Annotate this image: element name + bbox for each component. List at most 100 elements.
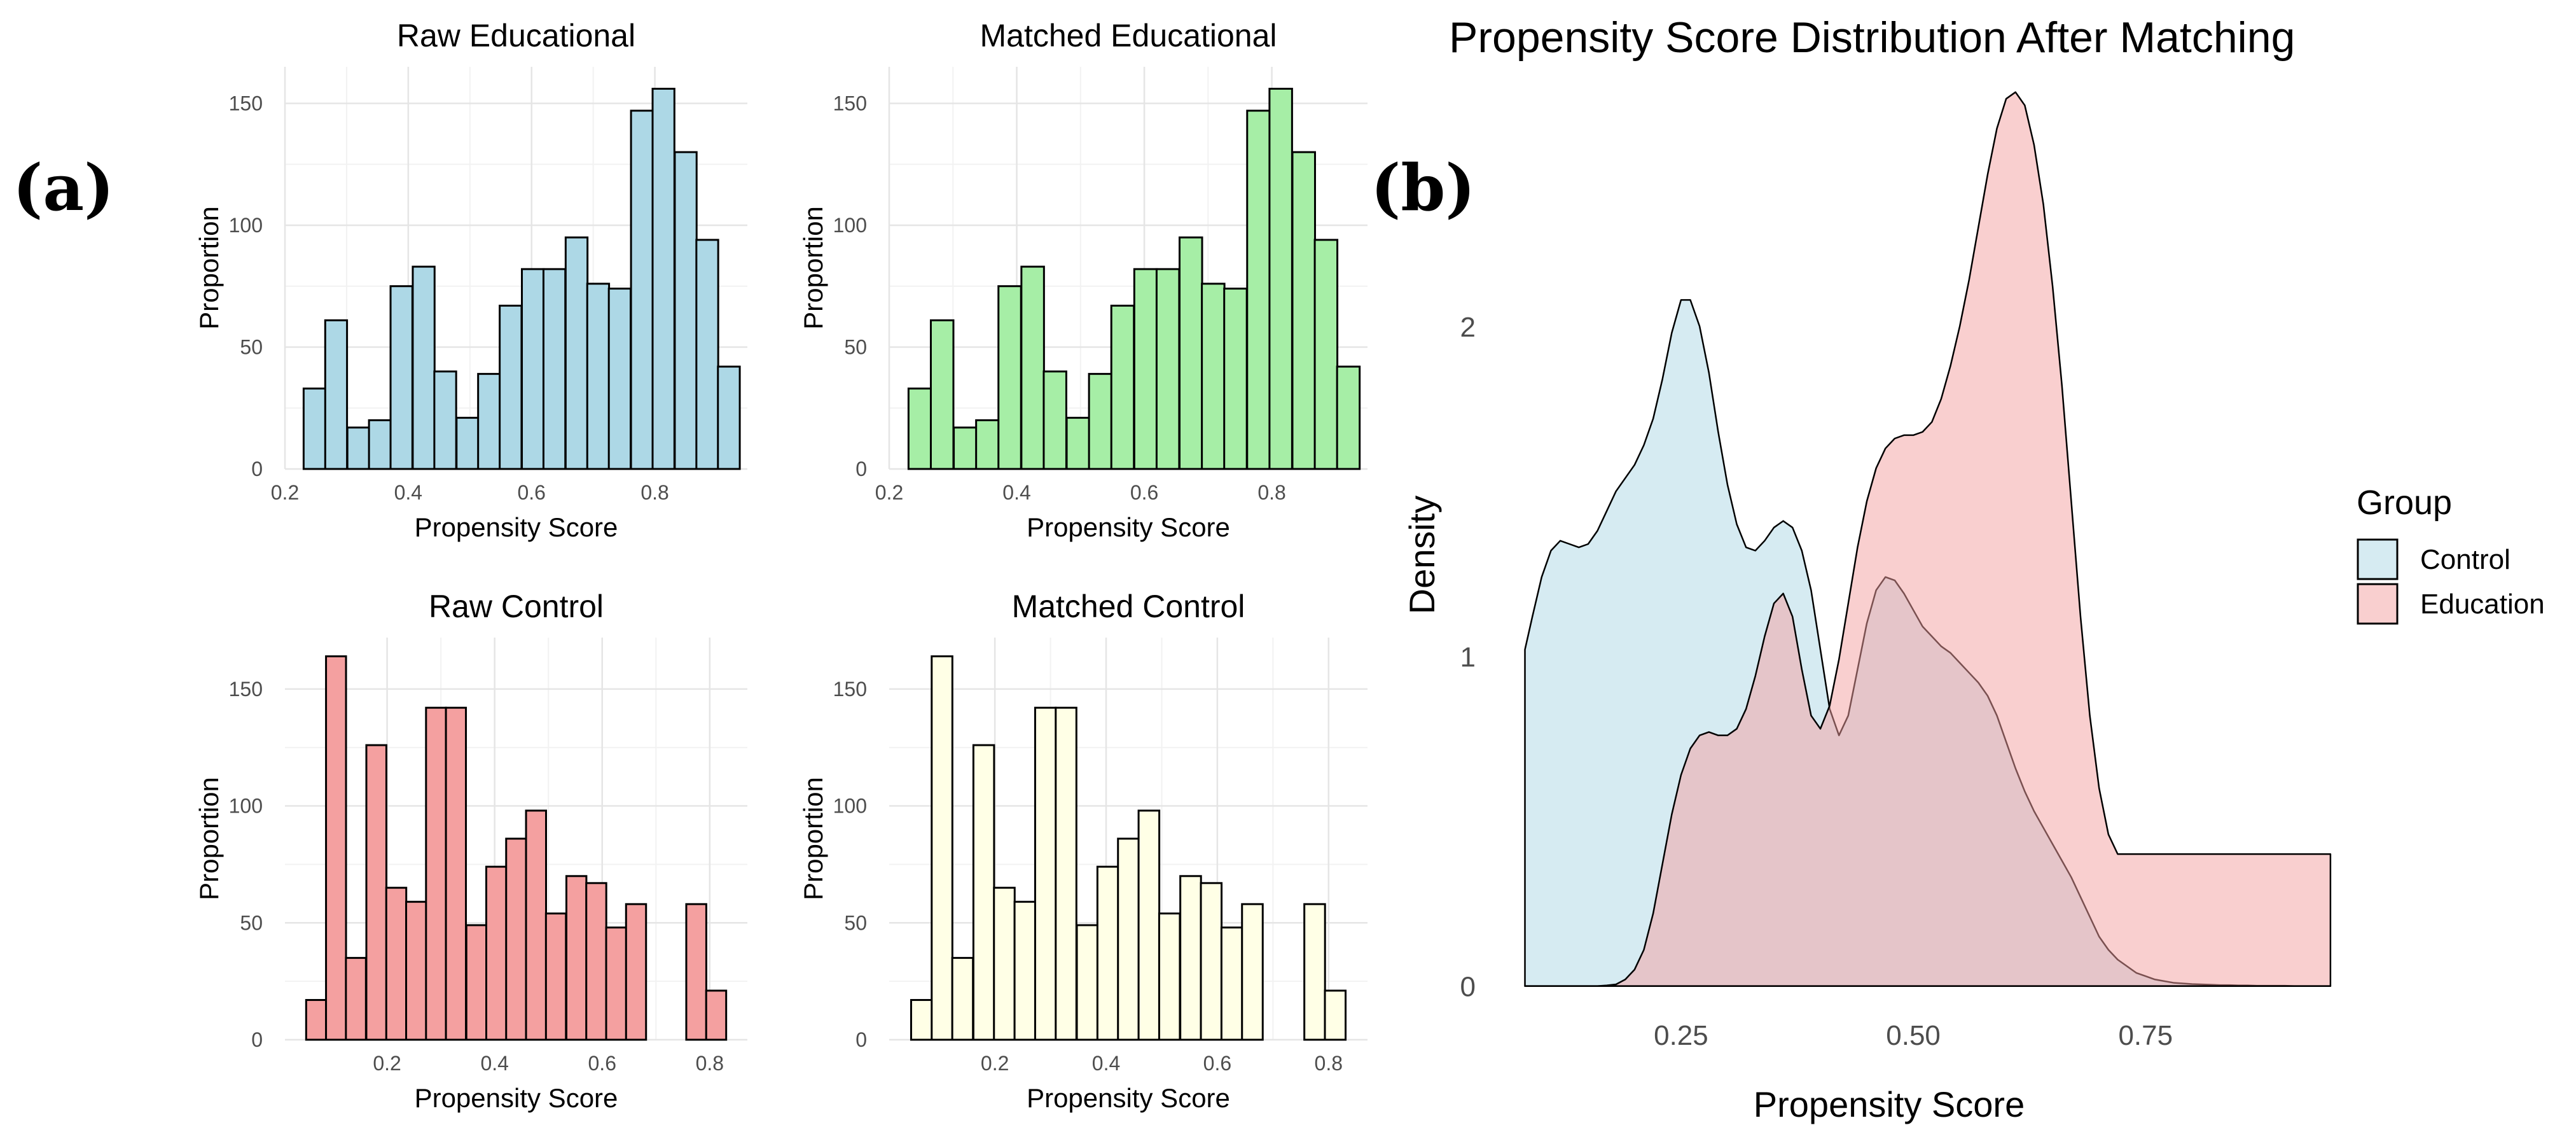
histogram-bar — [1223, 288, 1248, 470]
x-axis-label: Propensity Score — [1754, 1084, 2025, 1124]
histogram-bar — [1179, 236, 1203, 470]
histogram-bar — [499, 304, 523, 470]
histogram-bar — [953, 426, 978, 470]
histogram-bar — [972, 744, 995, 1041]
y-tick-label: 100 — [833, 214, 867, 237]
x-tick-label: 0.25 — [1654, 1020, 1708, 1051]
histogram-bar — [1110, 304, 1135, 470]
legend-swatch-control — [2357, 538, 2399, 580]
histogram-bar — [1200, 882, 1223, 1041]
x-tick-label: 0.6 — [517, 481, 545, 504]
histogram-bar — [521, 268, 545, 470]
x-tick-label: 0.8 — [1315, 1052, 1343, 1075]
histogram-bar — [1246, 109, 1271, 470]
legend-title: Group — [2357, 484, 2452, 522]
histogram-bar — [385, 886, 408, 1041]
histogram-bar — [1076, 924, 1099, 1041]
x-tick-label: 0.2 — [271, 481, 299, 504]
histogram-bar — [951, 956, 974, 1041]
density-plot: 0.25 0.50 0.75 0 1 2 Propensity Score Distribu… — [1402, 13, 2545, 1124]
y-axis-label: Density — [1402, 496, 1442, 615]
y-tick-label: 50 — [844, 911, 867, 934]
histogram-bar — [975, 419, 1000, 470]
histogram-bar — [1336, 365, 1361, 470]
y-tick-label: 0 — [855, 1028, 867, 1051]
y-tick-label: 50 — [844, 335, 867, 358]
histogram-bar — [607, 288, 632, 470]
histogram-bar — [1303, 903, 1326, 1041]
histogram-bar — [485, 865, 508, 1041]
histogram-bar — [630, 109, 654, 470]
histogram-bar — [585, 882, 607, 1041]
histogram-bar — [1055, 706, 1077, 1041]
histogram-bar — [477, 373, 501, 470]
x-tick-label: 0.6 — [1203, 1052, 1231, 1075]
y-tick-label: 150 — [833, 92, 867, 115]
panel-title: Raw Educational — [397, 18, 635, 53]
x-tick-label: 0.8 — [641, 481, 668, 504]
histogram-bar — [1158, 912, 1181, 1041]
y-tick-label: 150 — [229, 92, 263, 115]
histogram-bar — [1096, 865, 1119, 1041]
chart-title: Propensity Score Distribution After Matc… — [1449, 13, 2295, 62]
histogram-bar — [345, 956, 367, 1041]
histogram-bar — [302, 388, 327, 470]
legend-label-control: Control — [2420, 544, 2510, 575]
y-tick-label: 1 — [1460, 641, 1476, 673]
density-education — [1524, 91, 2332, 987]
histogram-bar — [1133, 268, 1158, 470]
histogram-bar — [717, 365, 741, 470]
histogram-bar — [564, 236, 589, 470]
hist-matched-educational: 0.2 0.4 0.6 0.8 0 50 100 150 Matched Educational… — [798, 18, 1368, 542]
hist-raw-control: 0.2 0.4 0.6 0.8 0 50 100 150 Raw Control Propensi… — [194, 589, 747, 1113]
histogram-bar — [368, 419, 392, 470]
y-tick-label: 2 — [1460, 312, 1476, 343]
histogram-bar — [997, 285, 1022, 470]
x-tick-label: 0.2 — [373, 1052, 401, 1075]
hist-matched-control: 0.2 0.4 0.6 0.8 0 50 100 150 Matched Control Prop… — [798, 589, 1368, 1113]
panel-title: Matched Educational — [980, 18, 1277, 53]
x-axis-label: Propensity Score — [415, 512, 618, 542]
y-tick-label: 150 — [229, 678, 263, 701]
x-tick-label: 0.4 — [480, 1052, 508, 1075]
histogram-bar — [1034, 706, 1057, 1041]
x-tick-label: 0.4 — [394, 481, 422, 504]
histogram-bar — [1313, 239, 1339, 470]
histogram-bar — [505, 837, 527, 1041]
histogram-bar — [685, 903, 707, 1041]
histogram-bar — [525, 809, 548, 1041]
y-tick-label: 100 — [229, 214, 263, 237]
x-axis-label: Propensity Score — [1027, 1083, 1230, 1113]
x-tick-label: 0.75 — [2118, 1020, 2173, 1051]
x-axis-label: Propensity Score — [1027, 512, 1230, 542]
histogram-bar — [465, 924, 488, 1041]
histogram-bar — [651, 87, 675, 470]
histogram-bar — [1220, 926, 1243, 1041]
legend-label-education: Education — [2420, 589, 2545, 620]
panel-title: Matched Control — [1012, 589, 1245, 624]
x-tick-label: 0.4 — [1092, 1052, 1120, 1075]
histogram-bar — [1179, 875, 1202, 1041]
histogram-bar — [931, 655, 953, 1041]
histogram-bar — [586, 283, 611, 470]
histogram-bar — [1241, 903, 1264, 1041]
x-tick-label: 0.8 — [1257, 481, 1285, 504]
panel-title: Raw Control — [429, 589, 604, 624]
panel-b-label: (b) — [1371, 150, 1476, 225]
panel-a-label: (a) — [13, 150, 114, 225]
histogram-bar — [907, 388, 932, 470]
histogram-bar — [1137, 809, 1161, 1041]
histogram-bar — [1088, 373, 1113, 470]
histogram-bar — [305, 999, 328, 1041]
histogram-bar — [705, 989, 728, 1041]
histogram-bar — [433, 370, 457, 470]
x-tick-label: 0.4 — [1002, 481, 1030, 504]
histogram-bar — [346, 426, 371, 470]
histogram-bar — [325, 655, 347, 1041]
y-tick-label: 100 — [229, 795, 263, 818]
histogram-bar — [1013, 900, 1037, 1041]
y-tick-label: 0 — [251, 458, 263, 480]
x-tick-label: 0.50 — [1886, 1020, 1941, 1051]
x-axis-label: Propensity Score — [415, 1083, 618, 1113]
histogram-bar — [674, 151, 698, 470]
